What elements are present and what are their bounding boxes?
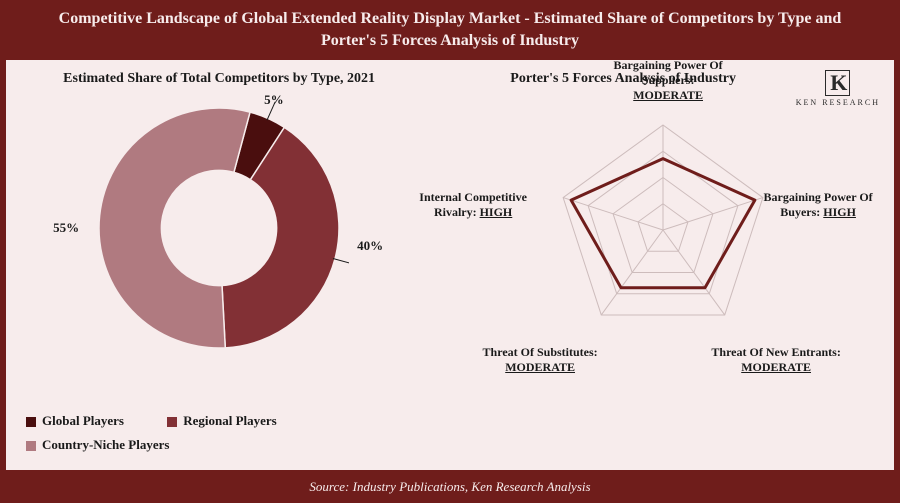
force-label-substitutes: Threat Of Substitutes:MODERATE: [475, 345, 605, 375]
legend-swatch: [167, 417, 177, 427]
source-text: Source: Industry Publications, Ken Resea…: [309, 479, 590, 495]
legend-swatch: [26, 417, 36, 427]
donut-legend: Global Players Regional Players Country-…: [26, 409, 412, 456]
donut-slice-label-niche: 55%: [53, 220, 79, 236]
content-panel: Estimated Share of Total Competitors by …: [6, 60, 894, 470]
report-frame: Competitive Landscape of Global Extended…: [0, 0, 900, 503]
legend-label: Country-Niche Players: [42, 437, 169, 452]
force-label-buyers: Bargaining Power Of Buyers: HIGH: [763, 190, 873, 220]
donut-panel: Estimated Share of Total Competitors by …: [6, 60, 432, 470]
legend-label: Global Players: [42, 413, 124, 428]
force-label-entrants: Threat Of New Entrants: MODERATE: [701, 345, 851, 375]
legend-label: Regional Players: [183, 413, 277, 428]
legend-item-regional: Regional Players: [167, 409, 277, 432]
donut-chart: 5% 40% 55%: [89, 98, 349, 358]
page-title: Competitive Landscape of Global Extended…: [40, 8, 860, 51]
force-label-rivalry: Internal Competitive Rivalry: HIGH: [418, 190, 528, 220]
radar-chart: Bargaining Power Of Suppliers:MODERATE B…: [523, 100, 803, 360]
donut-slice-label-regional: 40%: [357, 238, 383, 254]
donut-slice-label-global: 5%: [264, 92, 284, 108]
legend-item-niche: Country-Niche Players: [26, 433, 169, 456]
legend-swatch: [26, 441, 36, 451]
logo-text: KEN RESEARCH: [796, 98, 880, 107]
radar-panel: K KEN RESEARCH Porter's 5 Forces Analysi…: [432, 60, 894, 470]
donut-title: Estimated Share of Total Competitors by …: [6, 60, 432, 94]
footer-bar: Source: Industry Publications, Ken Resea…: [0, 470, 900, 503]
legend-item-global: Global Players: [26, 409, 124, 432]
logo-mark: K: [825, 70, 850, 96]
ken-research-logo: K KEN RESEARCH: [796, 70, 880, 107]
header-bar: Competitive Landscape of Global Extended…: [0, 0, 900, 60]
force-label-suppliers: Bargaining Power Of Suppliers:MODERATE: [593, 58, 743, 103]
